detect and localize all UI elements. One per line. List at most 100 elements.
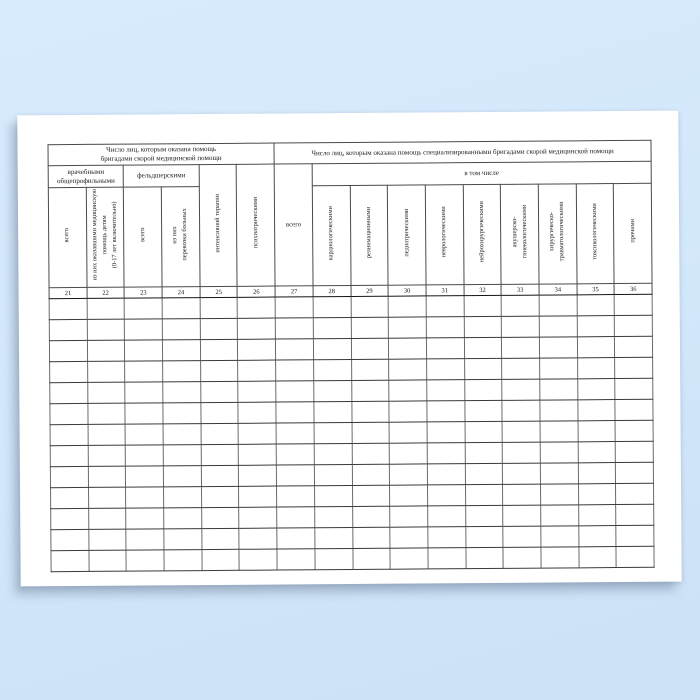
data-cell [426, 379, 465, 401]
data-cell [388, 358, 427, 381]
data-cell [615, 462, 654, 484]
data-cell [427, 547, 466, 569]
data-cell [275, 296, 314, 319]
data-cell [427, 505, 466, 527]
data-cell [239, 549, 278, 571]
data-cell [162, 381, 201, 403]
data-cell [577, 357, 616, 379]
column-label-21-text: всего [63, 227, 71, 243]
data-cell [238, 486, 277, 508]
column-label-22: из них оказавшими медицинскую помощь дет… [85, 187, 125, 288]
header-left-group: Число лиц, которым оказана помощь бригад… [47, 143, 275, 166]
data-cell [162, 402, 201, 424]
data-cell [463, 337, 502, 359]
data-cell [427, 526, 466, 548]
data-cell [615, 420, 654, 442]
column-label-22-text: из них оказавшими медицинскую помощь дет… [90, 189, 119, 281]
column-number: 33 [501, 284, 540, 296]
data-cell [578, 546, 617, 568]
data-cell [426, 358, 465, 380]
data-cell [427, 442, 465, 464]
header-right-group: Число лиц, которым оказана помощь специа… [274, 140, 652, 165]
data-cell [577, 336, 615, 358]
data-cell [88, 487, 127, 509]
data-cell [125, 486, 164, 509]
subheader-doctor-teams: врачебными общепрофильными [48, 165, 124, 188]
table-row [50, 546, 655, 572]
column-number: 21 [49, 287, 87, 299]
data-cell [200, 444, 239, 466]
data-cell [502, 400, 540, 422]
data-cell [88, 550, 127, 572]
data-cell [352, 527, 391, 549]
data-cell [389, 463, 428, 486]
data-cell [576, 315, 615, 337]
data-cell [501, 295, 540, 317]
data-cell [426, 400, 465, 422]
column-label-30: педиатрическими [387, 184, 426, 286]
data-cell [163, 444, 202, 466]
data-cell [578, 483, 616, 505]
form-table-header: Число лиц, которым оказана помощь бригад… [47, 140, 653, 299]
data-cell [463, 295, 502, 317]
data-cell [162, 339, 201, 361]
data-cell [501, 379, 540, 401]
data-cell [389, 442, 428, 465]
data-cell [88, 529, 127, 551]
column-label-34: хирургическо- травматологическими [538, 183, 577, 285]
column-number: 34 [538, 283, 577, 296]
data-cell [539, 357, 578, 380]
data-cell [540, 483, 579, 506]
data-cell [125, 465, 164, 488]
data-cell [352, 506, 390, 528]
data-cell [578, 504, 617, 526]
data-cell [614, 294, 653, 316]
data-cell [351, 380, 390, 402]
data-cell [88, 466, 126, 488]
data-cell [88, 508, 127, 530]
data-cell [503, 547, 542, 569]
data-cell [427, 463, 466, 485]
data-cell [313, 380, 352, 402]
data-cell [465, 484, 503, 506]
column-number: 31 [425, 284, 464, 296]
data-cell [502, 505, 541, 527]
data-cell [388, 295, 427, 318]
data-cell [388, 337, 427, 360]
data-cell [275, 380, 314, 403]
data-cell [199, 297, 238, 319]
data-cell [124, 360, 163, 383]
column-label-25: интенсивной терапии [198, 164, 238, 287]
data-cell [501, 358, 540, 380]
data-cell [503, 526, 541, 548]
column-label-23-text: всего [138, 227, 146, 242]
data-cell [539, 315, 578, 338]
data-cell [276, 443, 315, 466]
data-cell [238, 444, 277, 466]
data-cell [238, 381, 277, 403]
data-cell [614, 336, 653, 358]
data-cell [124, 297, 163, 320]
data-cell [465, 505, 504, 527]
data-cell [125, 402, 164, 425]
data-cell [576, 294, 615, 316]
data-cell [312, 296, 351, 318]
data-cell [502, 484, 541, 506]
data-cell [50, 424, 88, 446]
data-cell [238, 423, 277, 445]
data-cell [201, 465, 239, 487]
data-cell [540, 462, 579, 485]
data-cell [49, 319, 88, 341]
data-cell [49, 403, 88, 425]
data-cell [388, 316, 427, 339]
data-cell [389, 526, 428, 549]
data-cell [126, 549, 165, 572]
data-cell [86, 319, 125, 341]
data-cell [87, 424, 126, 446]
data-cell [314, 548, 353, 570]
column-number: 25 [199, 286, 238, 298]
data-cell [238, 465, 277, 487]
column-number: 22 [86, 287, 125, 299]
column-number: 28 [312, 285, 351, 297]
data-cell [577, 378, 616, 400]
